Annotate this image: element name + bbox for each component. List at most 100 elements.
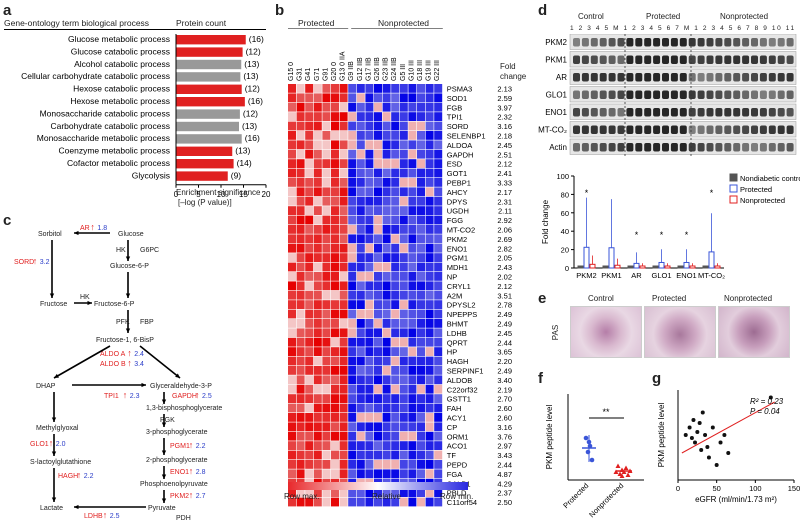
heatmap-cell <box>305 206 314 215</box>
heatmap-cell <box>331 290 339 300</box>
heatmap-cell <box>331 149 339 159</box>
heatmap-cell <box>382 121 391 131</box>
blot-band <box>688 125 696 134</box>
heatmap-cell <box>331 196 339 206</box>
box-body <box>702 265 709 269</box>
heatmap-cell <box>313 469 322 479</box>
heatmap-cell <box>408 356 417 366</box>
heatmap-cell <box>417 366 425 375</box>
heatmap-cell <box>374 394 382 403</box>
heatmap-cell <box>331 384 339 394</box>
heatmap-cell <box>425 168 434 178</box>
heatmap-cell <box>434 243 443 253</box>
heatmap-cell <box>425 121 434 131</box>
protein-name: HAGH <box>447 357 469 366</box>
heatmap-cell <box>331 366 339 375</box>
heatmap-cell <box>391 253 400 262</box>
heatmap-cell <box>365 234 374 244</box>
blot-band <box>635 73 643 82</box>
heatmap-cell <box>382 300 391 309</box>
heatmap-cell <box>399 262 408 272</box>
sample-label: G19 III <box>426 60 433 81</box>
heatmap-cell <box>399 140 408 150</box>
heatmap-cell <box>313 441 322 450</box>
fold-change-value: 3.16 <box>497 423 512 432</box>
heatmap-cell <box>382 356 391 366</box>
heatmap-cell <box>425 403 434 413</box>
heatmap-cell <box>305 413 314 422</box>
heatmap-cell <box>382 469 391 479</box>
heatmap-cell <box>305 225 314 234</box>
heatmap-cell <box>305 121 314 131</box>
heatmap-cell <box>296 281 305 291</box>
heatmap-cell <box>391 112 400 121</box>
arrow-fbp-dhap <box>53 345 111 379</box>
heatmap-cell <box>425 196 434 206</box>
heatmap-cell <box>313 178 322 187</box>
heatmap-cell <box>434 159 443 168</box>
heatmap-cell <box>356 234 365 244</box>
enzyme-aldob-value: 3.4 <box>134 361 144 368</box>
blot-band <box>777 108 785 117</box>
blot-band <box>590 38 598 47</box>
heatmap-cell <box>348 196 357 206</box>
heatmap-cell <box>365 450 374 460</box>
fold-change-value: 2.02 <box>497 273 512 282</box>
heatmap-cell <box>322 347 331 356</box>
y-tick-label: 60 <box>561 209 569 218</box>
heatmap-cell <box>399 375 408 385</box>
heatmap-cell <box>399 187 408 197</box>
enzyme-pkm2-value: 2.7 <box>196 493 206 500</box>
blot-band <box>679 125 687 134</box>
arrow-sorbitol-fructose-head <box>49 293 55 298</box>
blot-band <box>635 55 643 64</box>
fold-change-value: 3.51 <box>497 291 512 300</box>
blot-band <box>670 125 678 134</box>
heatmap-cell <box>408 441 417 450</box>
heatmap-cell <box>348 140 357 150</box>
heatmap-cell <box>434 384 443 394</box>
up-arrow-icon: ↑ <box>189 440 194 450</box>
heatmap-cell <box>322 140 331 150</box>
heatmap-cell <box>408 460 417 469</box>
heatmap-cell <box>356 281 365 291</box>
heatmap-cell <box>391 497 400 507</box>
arrow-fbp-dhap-head <box>54 373 59 378</box>
heatmap-cell <box>382 441 391 450</box>
node-sorbitol: Sorbitol <box>38 231 62 238</box>
heatmap-cell <box>322 300 331 309</box>
blot-band <box>617 73 625 82</box>
blot-band <box>697 38 705 47</box>
fold-change-value: 2.17 <box>497 188 512 197</box>
blot-band <box>581 55 589 64</box>
heatmap-cell <box>305 253 314 262</box>
heatmap-cell <box>348 309 357 319</box>
node-glucose-6-p: Glucose-6-P <box>110 263 149 270</box>
heatmap-cell <box>408 121 417 131</box>
heatmap-cell <box>434 93 443 103</box>
heatmap-cell <box>365 441 374 450</box>
blot-band <box>715 55 723 64</box>
heatmap-cell <box>391 225 400 234</box>
data-point-protected <box>585 449 591 455</box>
heatmap-cell <box>356 300 365 309</box>
scatter-point <box>683 433 688 437</box>
heatmap-cell <box>365 253 374 262</box>
heatmap-cell <box>322 319 331 328</box>
blot-band <box>581 73 589 82</box>
up-arrow-icon: ↑ <box>127 358 132 368</box>
heatmap-cell <box>339 337 348 347</box>
heatmap-cell <box>425 375 434 385</box>
heatmap-cell <box>408 225 417 234</box>
heatmap-cell <box>322 102 331 112</box>
heatmap-cell <box>339 140 348 150</box>
heatmap-cell <box>348 366 357 375</box>
heatmap-cell <box>417 234 425 244</box>
box-body <box>577 265 584 269</box>
heatmap-cell <box>331 319 339 328</box>
heatmap-cell <box>331 450 339 460</box>
heatmap-cell <box>296 262 305 272</box>
heatmap-cell <box>339 168 348 178</box>
heatmap-cell <box>391 215 400 225</box>
heatmap-cell <box>313 225 322 234</box>
